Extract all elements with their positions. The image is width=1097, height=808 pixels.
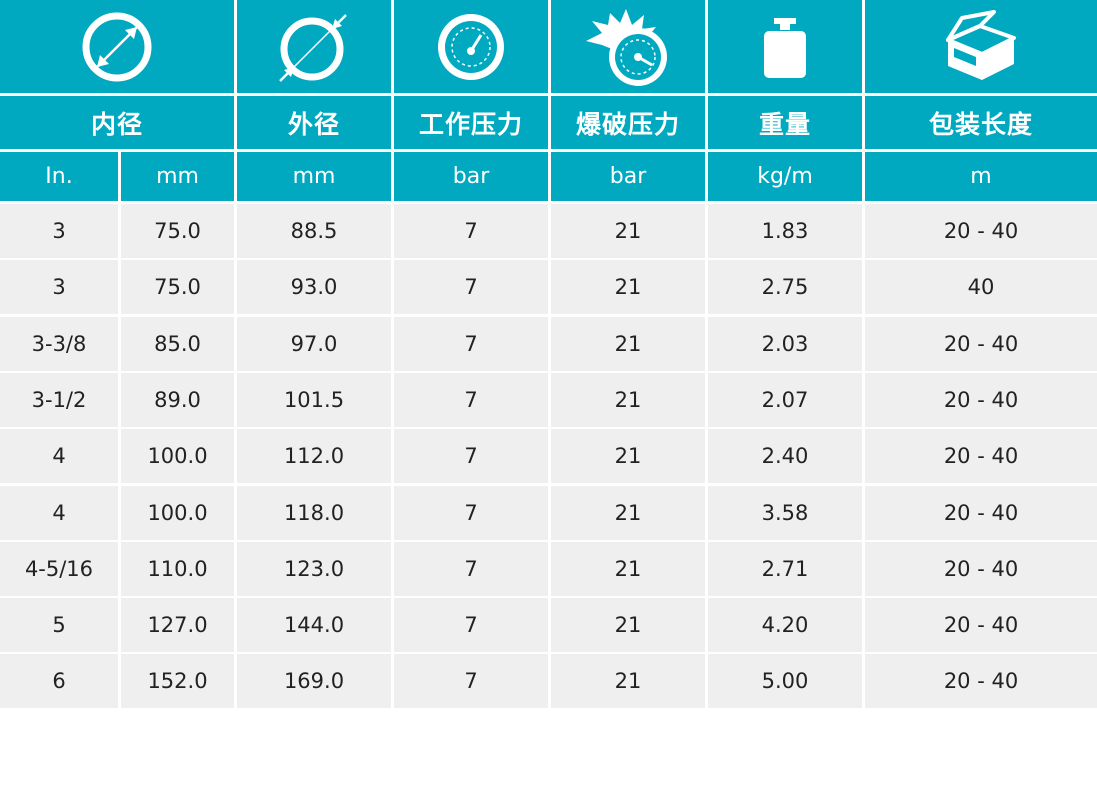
table-cell: 20 - 40 <box>865 542 1097 596</box>
table-cell: 3 <box>0 260 118 314</box>
table-cell: 3-3/8 <box>0 317 118 371</box>
table-cell: 2.40 <box>708 429 862 483</box>
table-cell: 20 - 40 <box>865 373 1097 427</box>
table-cell: 110.0 <box>121 542 234 596</box>
table-cell: 89.0 <box>121 373 234 427</box>
column-title: 重量 <box>708 96 862 149</box>
pressure-gauge-icon-cell <box>394 0 548 93</box>
table-cell: 123.0 <box>237 542 391 596</box>
table-cell: 3 <box>0 204 118 258</box>
table-cell: 21 <box>551 260 705 314</box>
table-cell: 144.0 <box>237 598 391 652</box>
table-cell: 21 <box>551 429 705 483</box>
table-cell: 21 <box>551 486 705 540</box>
table-cell: 93.0 <box>237 260 391 314</box>
table-cell: 20 - 40 <box>865 654 1097 708</box>
table-cell: 7 <box>394 260 548 314</box>
column-title: 包装长度 <box>865 96 1097 149</box>
table-cell: 20 - 40 <box>865 317 1097 371</box>
table-cell: 4 <box>0 429 118 483</box>
table-cell: 5.00 <box>708 654 862 708</box>
table-cell: 21 <box>551 204 705 258</box>
table-cell: 75.0 <box>121 260 234 314</box>
column-title: 外径 <box>237 96 391 149</box>
table-cell: 2.07 <box>708 373 862 427</box>
outer-diameter-icon <box>274 7 354 87</box>
table-cell: 2.75 <box>708 260 862 314</box>
package-box-icon-cell <box>865 0 1097 93</box>
burst-gauge-icon <box>582 7 674 87</box>
table-cell: 7 <box>394 598 548 652</box>
table-cell: 21 <box>551 542 705 596</box>
table-cell: 20 - 40 <box>865 204 1097 258</box>
inner-diameter-icon <box>80 10 154 84</box>
outer-diameter-icon-cell <box>237 0 391 93</box>
burst-gauge-icon-cell <box>551 0 705 93</box>
column-unit: kg/m <box>708 152 862 201</box>
table-cell: 85.0 <box>121 317 234 371</box>
column-unit: bar <box>551 152 705 201</box>
column-title: 爆破压力 <box>551 96 705 149</box>
table-cell: 127.0 <box>121 598 234 652</box>
table-cell: 1.83 <box>708 204 862 258</box>
table-cell: 2.03 <box>708 317 862 371</box>
table-cell: 4 <box>0 486 118 540</box>
table-cell: 40 <box>865 260 1097 314</box>
table-cell: 7 <box>394 373 548 427</box>
table-cell: 97.0 <box>237 317 391 371</box>
table-cell: 20 - 40 <box>865 598 1097 652</box>
table-cell: 169.0 <box>237 654 391 708</box>
table-cell: 75.0 <box>121 204 234 258</box>
table-cell: 100.0 <box>121 429 234 483</box>
table-cell: 5 <box>0 598 118 652</box>
weight-icon-cell <box>708 0 862 93</box>
column-unit: In. <box>0 152 118 201</box>
table-cell: 7 <box>394 486 548 540</box>
column-unit: mm <box>121 152 234 201</box>
package-box-icon <box>944 9 1018 84</box>
table-cell: 4-5/16 <box>0 542 118 596</box>
table-cell: 6 <box>0 654 118 708</box>
table-cell: 100.0 <box>121 486 234 540</box>
table-cell: 21 <box>551 317 705 371</box>
table-cell: 20 - 40 <box>865 429 1097 483</box>
table-cell: 7 <box>394 317 548 371</box>
column-unit: mm <box>237 152 391 201</box>
table-cell: 7 <box>394 542 548 596</box>
column-unit: m <box>865 152 1097 201</box>
table-cell: 7 <box>394 654 548 708</box>
table-cell: 88.5 <box>237 204 391 258</box>
inner-diameter-icon-cell <box>0 0 234 93</box>
pressure-gauge-icon <box>435 11 507 83</box>
spec-table: 内径 In. mm 外径 mm 工作压力 bar 爆破压力 bar 重量 kg/m 包装长度… <box>0 0 1097 708</box>
table-cell: 20 - 40 <box>865 486 1097 540</box>
column-unit: bar <box>394 152 548 201</box>
table-cell: 21 <box>551 373 705 427</box>
table-cell: 152.0 <box>121 654 234 708</box>
table-cell: 118.0 <box>237 486 391 540</box>
table-cell: 3.58 <box>708 486 862 540</box>
table-cell: 112.0 <box>237 429 391 483</box>
table-cell: 21 <box>551 598 705 652</box>
table-cell: 21 <box>551 654 705 708</box>
table-cell: 7 <box>394 429 548 483</box>
table-cell: 2.71 <box>708 542 862 596</box>
table-cell: 3-1/2 <box>0 373 118 427</box>
table-cell: 4.20 <box>708 598 862 652</box>
weight-icon <box>760 14 810 80</box>
column-title: 内径 <box>0 96 234 149</box>
column-title: 工作压力 <box>394 96 548 149</box>
table-cell: 7 <box>394 204 548 258</box>
table-cell: 101.5 <box>237 373 391 427</box>
